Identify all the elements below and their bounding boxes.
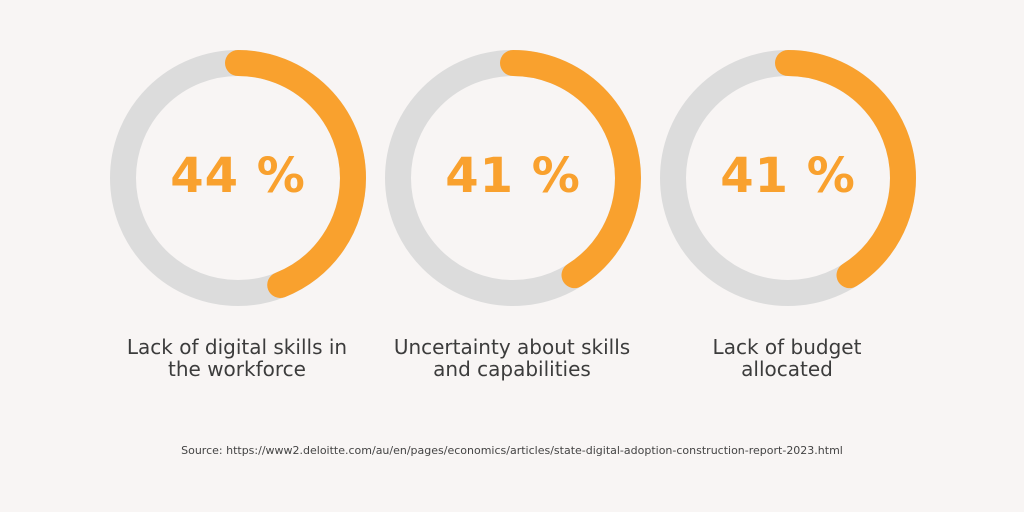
donut-value-label: 41 % — [720, 148, 856, 204]
donut-chart-uncertainty-skills: 41 % — [385, 50, 641, 306]
donut-caption-uncertainty-skills: Uncertainty about skills and capabilitie… — [372, 336, 652, 380]
donut-value-label: 44 % — [170, 148, 306, 204]
donut-arc — [110, 50, 366, 306]
donut-arc — [385, 50, 641, 306]
donut-caption-budget: Lack of budget allocated — [647, 336, 927, 380]
source-citation: Source: https://www2.deloitte.com/au/en/… — [181, 444, 843, 457]
donut-svg — [385, 50, 641, 306]
caption-line: the workforce — [168, 357, 306, 381]
donut-chart-digital-skills: 44 % — [110, 50, 366, 306]
donut-caption-digital-skills: Lack of digital skills in the workforce — [97, 336, 377, 380]
donut-svg — [110, 50, 366, 306]
caption-line: Lack of digital skills in — [126, 335, 348, 359]
donut-value-label: 41 % — [445, 148, 581, 204]
caption-line: allocated — [741, 357, 833, 381]
caption-line: Uncertainty about skills — [393, 335, 631, 359]
donut-svg — [660, 50, 916, 306]
donut-arc — [660, 50, 916, 306]
caption-line: Lack of budget — [712, 335, 862, 359]
donut-chart-budget: 41 % — [660, 50, 916, 306]
caption-line: and capabilities — [433, 357, 591, 381]
